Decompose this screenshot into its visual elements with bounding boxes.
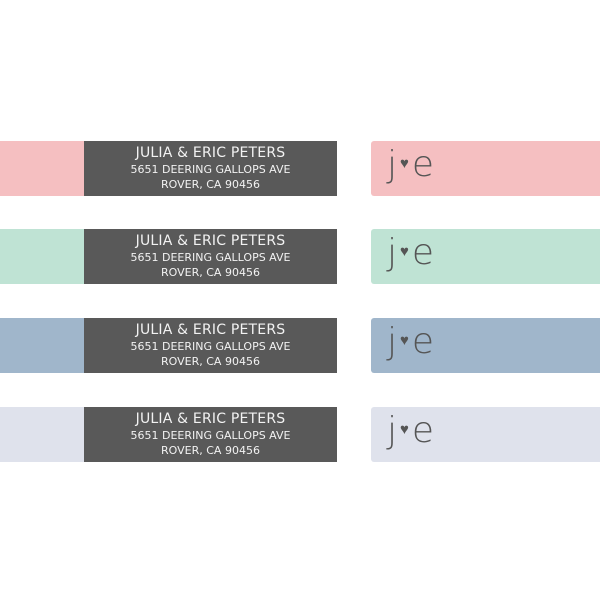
address-name: JULIA & ERIC PETERS (135, 322, 286, 338)
monogram-right: e (411, 232, 435, 273)
color-swatch (0, 229, 84, 284)
monogram-right: e (411, 144, 435, 185)
heart-icon: ♥ (400, 331, 409, 349)
monogram: j ♥e (387, 143, 434, 188)
address-label: JULIA & ERIC PETERS 5651 DEERING GALLOPS… (84, 141, 337, 196)
address-name: JULIA & ERIC PETERS (135, 145, 286, 161)
label-row: JULIA & ERIC PETERS 5651 DEERING GALLOPS… (0, 141, 600, 196)
color-swatch (0, 141, 84, 196)
monogram-right: e (411, 321, 435, 362)
monogram: j ♥e (387, 231, 434, 276)
heart-icon: ♥ (400, 420, 409, 438)
address-name: JULIA & ERIC PETERS (135, 233, 286, 249)
address-label: JULIA & ERIC PETERS 5651 DEERING GALLOPS… (84, 407, 337, 462)
address-city: ROVER, CA 90456 (161, 444, 260, 457)
address-name: JULIA & ERIC PETERS (135, 411, 286, 427)
monogram-label: j ♥e (371, 141, 600, 196)
monogram-left: j (387, 144, 398, 185)
monogram: j ♥e (387, 409, 434, 454)
monogram-label: j ♥e (371, 407, 600, 462)
label-row: JULIA & ERIC PETERS 5651 DEERING GALLOPS… (0, 407, 600, 462)
address-label: JULIA & ERIC PETERS 5651 DEERING GALLOPS… (84, 318, 337, 373)
monogram-right: e (411, 410, 435, 451)
monogram: j ♥e (387, 320, 434, 365)
address-street: 5651 DEERING GALLOPS AVE (130, 340, 291, 353)
label-row: JULIA & ERIC PETERS 5651 DEERING GALLOPS… (0, 318, 600, 373)
address-city: ROVER, CA 90456 (161, 178, 260, 191)
address-city: ROVER, CA 90456 (161, 355, 260, 368)
monogram-label: j ♥e (371, 318, 600, 373)
address-street: 5651 DEERING GALLOPS AVE (130, 429, 291, 442)
label-row: JULIA & ERIC PETERS 5651 DEERING GALLOPS… (0, 229, 600, 284)
monogram-left: j (387, 321, 398, 362)
address-city: ROVER, CA 90456 (161, 266, 260, 279)
address-street: 5651 DEERING GALLOPS AVE (130, 163, 291, 176)
color-swatch (0, 318, 84, 373)
monogram-label: j ♥e (371, 229, 600, 284)
monogram-left: j (387, 410, 398, 451)
heart-icon: ♥ (400, 154, 409, 172)
heart-icon: ♥ (400, 242, 409, 260)
monogram-left: j (387, 232, 398, 273)
address-label: JULIA & ERIC PETERS 5651 DEERING GALLOPS… (84, 229, 337, 284)
address-street: 5651 DEERING GALLOPS AVE (130, 251, 291, 264)
color-swatch (0, 407, 84, 462)
